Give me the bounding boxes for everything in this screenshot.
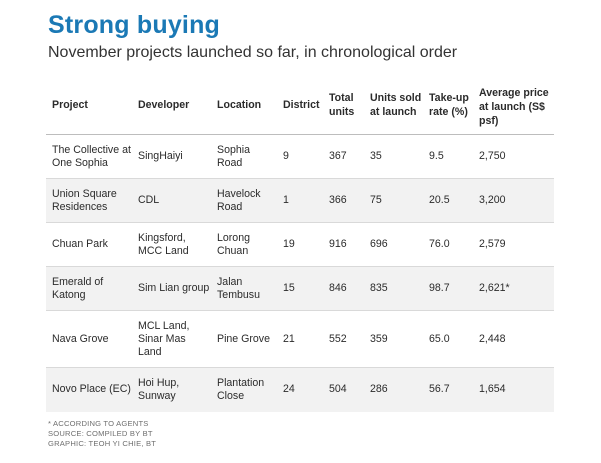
col-header-project: Project <box>52 99 88 111</box>
col-header-take-up: Take-up rate (%) <box>429 92 469 118</box>
footnote-agents: * ACCORDING TO AGENTS <box>48 419 149 428</box>
cell-district: 15 <box>277 266 323 311</box>
projects-table: Project Developer Location District Tota… <box>46 76 554 412</box>
cell-total-units: 367 <box>323 134 364 179</box>
cell-district: 1 <box>277 178 323 223</box>
cell-avg-price: 2,448 <box>473 310 554 368</box>
cell-units-sold: 359 <box>364 310 423 368</box>
table-row: Novo Place (EC) Hoi Hup, Sunway Plantati… <box>46 367 554 412</box>
table-header-row: Project Developer Location District Tota… <box>46 76 554 135</box>
chart-subtitle: November projects launched so far, in ch… <box>48 44 458 61</box>
cell-avg-price: 2,750 <box>473 134 554 179</box>
footnotes: * ACCORDING TO AGENTS SOURCE: COMPILED B… <box>48 419 156 449</box>
cell-project: The Collective at One Sophia <box>46 134 132 179</box>
table-row: Union Square Residences CDL Havelock Roa… <box>46 178 554 223</box>
cell-units-sold: 286 <box>364 367 423 412</box>
footnote-source: SOURCE: COMPILED BY BT <box>48 429 153 438</box>
cell-avg-price: 1,654 <box>473 367 554 412</box>
col-header-developer: Developer <box>138 99 190 111</box>
cell-developer: MCL Land, Sinar Mas Land <box>132 310 211 368</box>
cell-developer: Hoi Hup, Sunway <box>132 367 211 412</box>
cell-units-sold: 696 <box>364 222 423 267</box>
col-header-units-sold: Units sold at launch <box>370 92 422 118</box>
cell-district: 24 <box>277 367 323 412</box>
table-row: The Collective at One Sophia SingHaiyi S… <box>46 134 554 179</box>
cell-total-units: 916 <box>323 222 364 267</box>
cell-avg-price: 2,579 <box>473 222 554 267</box>
cell-developer: CDL <box>132 178 211 223</box>
cell-take-up: 76.0 <box>423 222 473 267</box>
cell-location: Lorong Chuan <box>211 222 277 267</box>
cell-project: Nava Grove <box>46 310 132 368</box>
cell-developer: SingHaiyi <box>132 134 211 179</box>
cell-location: Havelock Road <box>211 178 277 223</box>
cell-units-sold: 835 <box>364 266 423 311</box>
cell-take-up: 65.0 <box>423 310 473 368</box>
cell-district: 9 <box>277 134 323 179</box>
chart-title: Strong buying <box>48 11 221 39</box>
cell-location: Sophia Road <box>211 134 277 179</box>
cell-take-up: 9.5 <box>423 134 473 179</box>
cell-total-units: 366 <box>323 178 364 223</box>
cell-avg-price: 2,621* <box>473 266 554 311</box>
cell-project: Emerald of Katong <box>46 266 132 311</box>
cell-district: 21 <box>277 310 323 368</box>
cell-take-up: 56.7 <box>423 367 473 412</box>
cell-developer: Sim Lian group <box>132 266 211 311</box>
cell-district: 19 <box>277 222 323 267</box>
cell-avg-price: 3,200 <box>473 178 554 223</box>
col-header-location: Location <box>217 99 262 111</box>
cell-location: Pine Grove <box>211 310 277 368</box>
cell-take-up: 98.7 <box>423 266 473 311</box>
cell-total-units: 552 <box>323 310 364 368</box>
cell-location: Plantation Close <box>211 367 277 412</box>
col-header-avg-price: Average price at launch (S$ psf) <box>479 87 549 127</box>
cell-project: Chuan Park <box>46 222 132 267</box>
cell-units-sold: 35 <box>364 134 423 179</box>
cell-project: Novo Place (EC) <box>46 367 132 412</box>
cell-take-up: 20.5 <box>423 178 473 223</box>
cell-developer: Kingsford, MCC Land <box>132 222 211 267</box>
table-row: Nava Grove MCL Land, Sinar Mas Land Pine… <box>46 310 554 368</box>
cell-location: Jalan Tembusu <box>211 266 277 311</box>
table-row: Emerald of Katong Sim Lian group Jalan T… <box>46 266 554 311</box>
cell-total-units: 846 <box>323 266 364 311</box>
cell-total-units: 504 <box>323 367 364 412</box>
col-header-total-units: Total units <box>329 92 355 118</box>
footnote-graphic: GRAPHIC: TEOH YI CHIE, BT <box>48 439 157 448</box>
cell-project: Union Square Residences <box>46 178 132 223</box>
table-row: Chuan Park Kingsford, MCC Land Lorong Ch… <box>46 222 554 267</box>
cell-units-sold: 75 <box>364 178 423 223</box>
col-header-district: District <box>283 99 320 111</box>
